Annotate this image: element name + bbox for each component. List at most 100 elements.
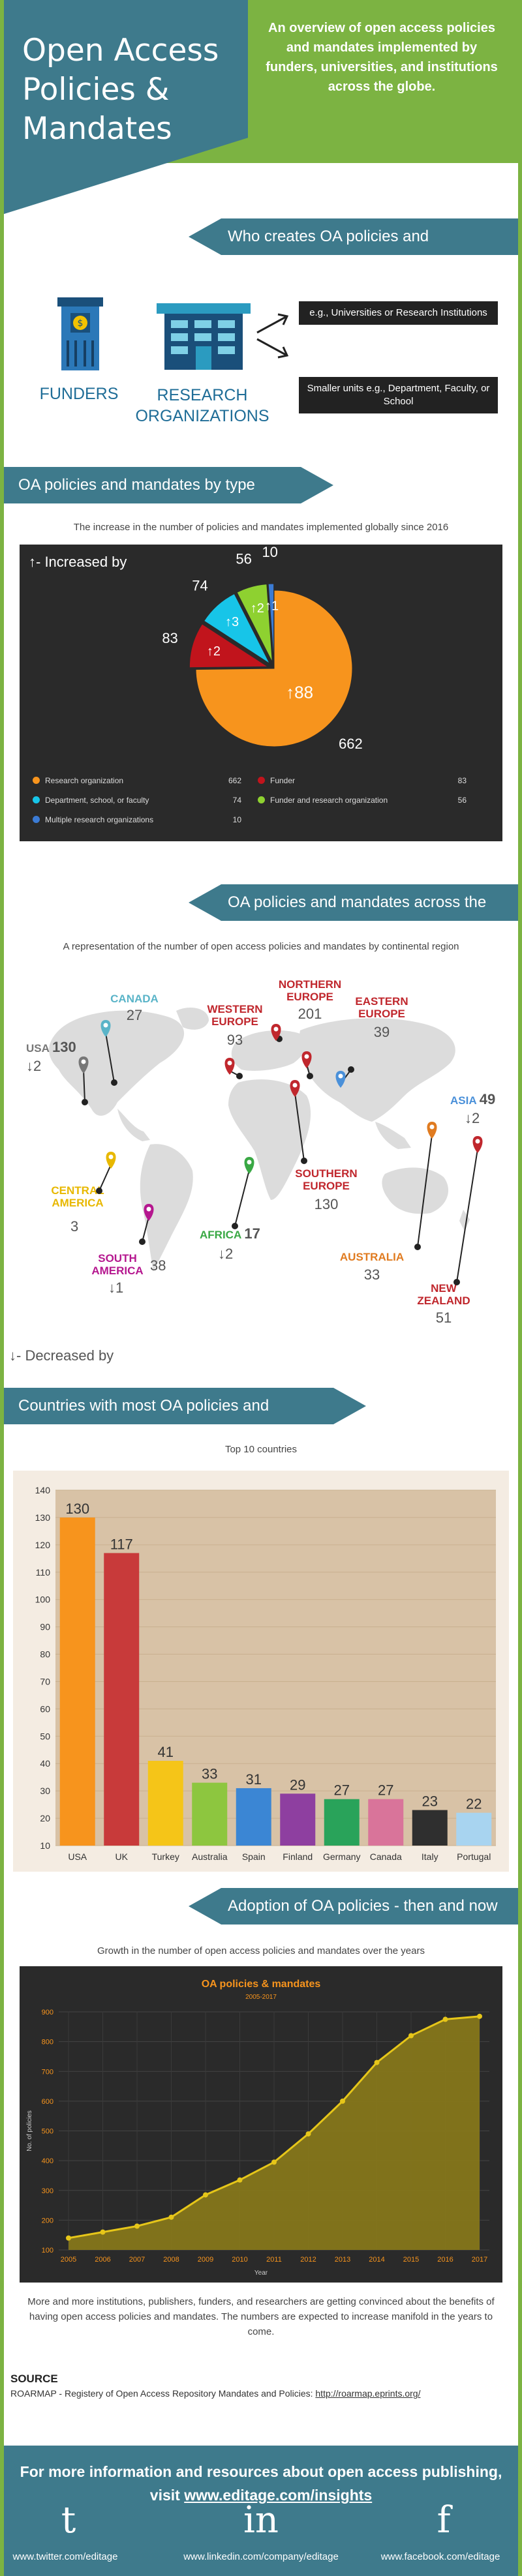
research-label-line-2: ORGANIZATIONS	[135, 407, 269, 425]
bar	[192, 1782, 228, 1846]
region-africa-name: AFRICA	[200, 1229, 241, 1241]
region-asia: ASIA 49	[450, 1092, 495, 1107]
source-heading: SOURCE	[10, 2373, 58, 2385]
globe-caption: A representation of the number of open a…	[63, 941, 459, 952]
linkedin-icon[interactable]: in	[243, 2499, 279, 2541]
pie-slice	[236, 584, 273, 663]
legend-label: Department, school, or faculty	[45, 796, 149, 805]
pin-endpoint	[111, 1079, 117, 1086]
globe-banner: OA policies and mandates across the glob…	[189, 884, 518, 921]
types-banner: OA policies and mandates by type	[4, 467, 333, 503]
area-point	[305, 2131, 311, 2137]
pin-hole	[475, 1139, 480, 1144]
pin-hole	[338, 1073, 343, 1079]
area-point	[134, 2223, 140, 2229]
bar-y-tick: 30	[40, 1786, 50, 1796]
bar-category-label: Portugal	[457, 1851, 491, 1862]
source-link[interactable]: http://roarmap.eprints.org/	[315, 2388, 421, 2399]
facebook-link[interactable]: www.facebook.com/editage	[380, 2551, 500, 2562]
pin-endpoint	[82, 1099, 88, 1105]
bar-y-tick: 10	[40, 1840, 50, 1851]
pin-leader	[142, 1216, 149, 1242]
area-y-tick: 600	[42, 2098, 54, 2106]
area-y-tick: 300	[42, 2187, 54, 2195]
bar-category-label: Germany	[323, 1851, 361, 1862]
region-usa-change: ↓2	[26, 1058, 42, 1074]
pin-endpoint	[236, 1073, 243, 1079]
pin-hole	[146, 1206, 151, 1212]
footer-insights-link[interactable]: www.editage.com/insights	[184, 2487, 373, 2504]
area-x-tick: 2017	[472, 2256, 487, 2264]
svg-text:$: $	[78, 318, 84, 329]
map-pin-icon	[290, 1080, 300, 1097]
legend-value: 83	[457, 776, 467, 785]
countries-banner: Countries with most OA policies and mand…	[4, 1388, 366, 1424]
pie-legend-item: Department, school, or faculty 74	[33, 796, 248, 805]
pie-value-label: 56	[236, 550, 251, 567]
bar-value-label: 27	[334, 1782, 350, 1799]
region-canada-value: 27	[126, 1007, 143, 1023]
region-australia-name: AUSTRALIA	[339, 1251, 405, 1263]
legend-dot	[33, 816, 40, 823]
twitter-icon[interactable]: t	[61, 2499, 76, 2541]
pin-leader	[294, 1092, 305, 1161]
bar-y-tick: 90	[40, 1622, 50, 1632]
area-point	[66, 2235, 71, 2241]
bar-y-tick: 100	[35, 1595, 51, 1605]
area-x-tick: 2010	[232, 2256, 247, 2264]
map-pin-icon	[100, 1020, 111, 1037]
bar-value-label: 130	[65, 1501, 89, 1517]
linkedin-link[interactable]: www.linkedin.com/company/editage	[183, 2551, 339, 2562]
region-central-america-name: CENTRAL AMERICA	[51, 1184, 104, 1209]
region-africa-value: 17	[244, 1225, 260, 1242]
bar-y-tick: 140	[35, 1485, 51, 1495]
pin-leader	[234, 1169, 250, 1227]
area-x-tick: 2007	[129, 2256, 145, 2264]
region-central-america-value: 3	[70, 1218, 79, 1235]
bar	[236, 1788, 271, 1846]
bar-category-label: Australia	[192, 1851, 228, 1862]
region-south-america-name: SOUTH AMERICA	[91, 1252, 144, 1277]
area-y-tick: 400	[42, 2157, 54, 2165]
region-new-zealand-value: 51	[435, 1310, 452, 1326]
region-southern-europe-name: SOUTHERN EUROPE	[295, 1167, 358, 1192]
region-asia-change: ↓2	[465, 1110, 480, 1126]
header-description: An overview of open access policies and …	[266, 21, 498, 94]
bar-value-label: 117	[110, 1536, 133, 1552]
area-fill	[69, 2016, 480, 2250]
bar-y-tick: 80	[40, 1649, 50, 1660]
bar-y-tick: 60	[40, 1703, 50, 1714]
increased-label: ↑- Increased by	[29, 554, 127, 570]
facebook-icon[interactable]: f	[437, 2499, 451, 2541]
footer-line-2: visit www.editage.com/insights	[0, 2483, 522, 2507]
pie-legend-item: Multiple research organizations 10	[33, 815, 248, 824]
map-pin-icon	[144, 1204, 154, 1221]
research-building-icon	[157, 303, 251, 370]
pin-leader	[456, 1148, 478, 1283]
pin-endpoint	[348, 1066, 354, 1073]
bar-y-tick: 70	[40, 1676, 50, 1686]
bar-value-label: 23	[422, 1793, 438, 1810]
pie-slice	[195, 590, 353, 747]
area-y-tick: 100	[42, 2247, 54, 2254]
bar-value-label: 33	[202, 1766, 217, 1782]
bar	[104, 1553, 140, 1846]
source-line: ROARMAP - Registery of Open Access Repos…	[10, 2388, 513, 2399]
who-banner: Who creates OA policies and mandates?	[189, 218, 518, 255]
region-usa-value: 130	[52, 1039, 76, 1055]
area-point	[100, 2229, 106, 2235]
bar	[324, 1799, 360, 1846]
twitter-link[interactable]: www.twitter.com/editage	[12, 2551, 118, 2562]
research-organizations-label: RESEARCH ORGANIZATIONS	[130, 385, 274, 427]
bar-chart-panel: 10 20 30 40 50 60 70 80 90 100 110 120 130 140 130 USA 1…	[13, 1471, 509, 1872]
pin-leader	[83, 1069, 85, 1103]
bar-category-label: Italy	[422, 1851, 438, 1862]
legend-dot	[33, 796, 40, 803]
pin-endpoint	[453, 1279, 460, 1285]
region-asia-name: ASIA	[450, 1094, 476, 1107]
area-x-tick: 2014	[369, 2256, 384, 2264]
area-x-tick: 2009	[198, 2256, 213, 2264]
area-x-tick: 2015	[403, 2256, 419, 2264]
area-point	[340, 2098, 345, 2104]
area-chart-panel: OA policies & mandates 2005-2017 100 200 300…	[20, 1966, 502, 2283]
